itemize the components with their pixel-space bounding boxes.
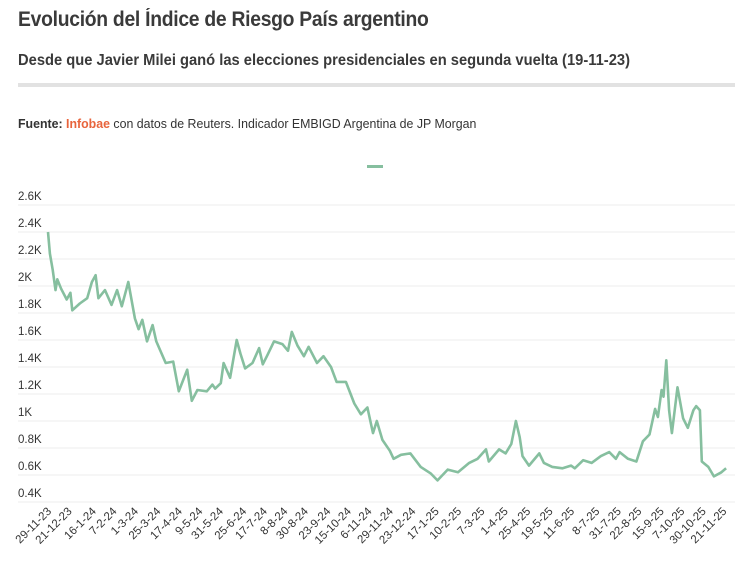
y-tick-label: 2K — [18, 272, 32, 284]
series-line — [46, 231, 727, 482]
legend-swatch[interactable] — [367, 165, 383, 168]
y-tick-label: 1.4K — [18, 353, 42, 365]
y-tick-label: 1K — [18, 407, 32, 419]
source-label: Fuente: — [18, 116, 63, 131]
y-tick-label: 2.4K — [18, 218, 42, 230]
y-tick-label: 1.2K — [18, 380, 42, 392]
y-tick-label: 0.6K — [18, 461, 42, 473]
chart-subtitle: Desde que Javier Milei ganó las eleccion… — [18, 52, 630, 69]
y-tick-label: 1.6K — [18, 326, 42, 338]
divider — [18, 83, 735, 87]
y-tick-label: 0.4K — [18, 488, 42, 500]
source-brand-link[interactable]: Infobae — [66, 116, 110, 131]
y-tick-label: 0.8K — [18, 434, 42, 446]
y-tick-label: 2.2K — [18, 245, 42, 257]
source-note: Fuente: Infobae con datos de Reuters. In… — [18, 116, 476, 131]
chart-title: Evolución del Índice de Riesgo País arge… — [18, 8, 429, 31]
y-tick-label: 2.6K — [18, 191, 42, 203]
source-text: con datos de Reuters. Indicador EMBIGD A… — [109, 116, 477, 131]
y-tick-label: 1.8K — [18, 299, 42, 311]
